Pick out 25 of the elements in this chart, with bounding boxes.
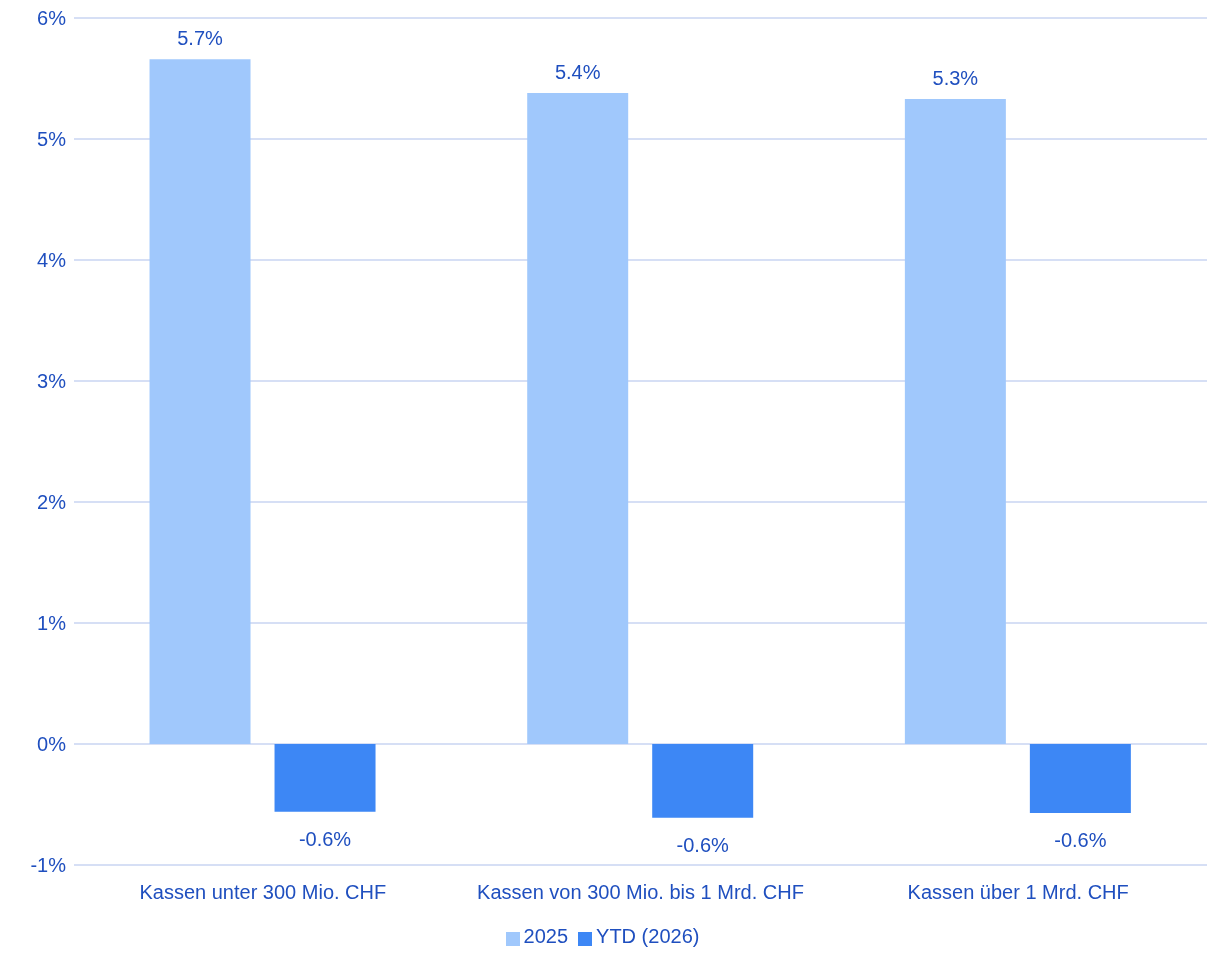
bar [1029, 744, 1131, 813]
data-label: -0.6% [676, 833, 730, 856]
bar [274, 744, 376, 812]
bar [149, 59, 251, 744]
data-label: 5.4% [554, 61, 601, 84]
legend-label: YTD (2026) [596, 925, 700, 947]
y-tick-label: -1% [30, 854, 67, 877]
y-tick-label: 1% [37, 612, 67, 635]
bar [527, 93, 629, 744]
bar [652, 744, 754, 818]
x-tick-label: Kassen von 300 Mio. bis 1 Mrd. CHF [477, 881, 804, 904]
y-tick-label: 4% [37, 249, 67, 272]
bar [904, 99, 1006, 744]
data-label: -0.6% [298, 827, 352, 850]
x-tick-label: Kassen über 1 Mrd. CHF [907, 881, 1129, 904]
y-tick-label: 3% [37, 370, 67, 393]
data-label: 5.3% [932, 67, 979, 90]
data-label: -0.6% [1054, 828, 1107, 851]
y-tick-label: 2% [37, 491, 67, 514]
x-tick-label: Kassen unter 300 Mio. CHF [139, 881, 387, 904]
y-tick-label: 6% [37, 7, 67, 30]
data-label: 5.7% [177, 27, 224, 50]
legend-label: 2025 [523, 925, 569, 947]
y-tick-label: 0% [37, 733, 67, 756]
y-tick-label: 5% [37, 128, 67, 151]
